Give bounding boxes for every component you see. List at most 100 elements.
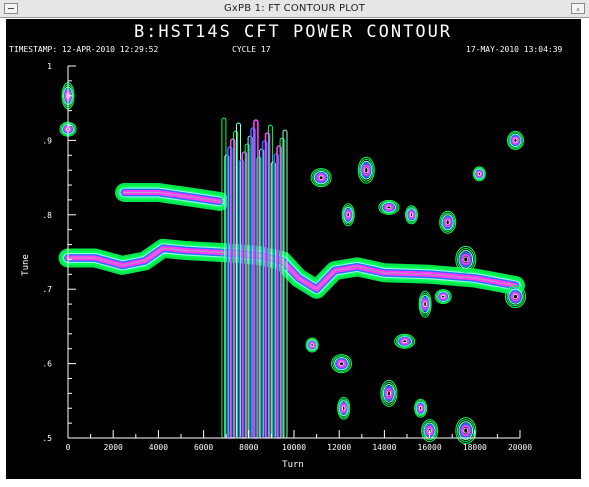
- peak-contour: [441, 294, 446, 299]
- peak-contour: [409, 212, 414, 217]
- x-tick-label: 6000: [194, 443, 213, 452]
- contour-plot: B:HST14S CFT POWER CONTOUR TIMESTAMP: 12…: [9, 22, 563, 470]
- cycle-label: CYCLE 17: [232, 45, 271, 54]
- peak-contour: [313, 170, 329, 185]
- window-maximize-button[interactable]: ▵: [571, 3, 585, 14]
- peak-contour: [406, 208, 417, 222]
- peak-contour: [341, 203, 355, 227]
- peak-contour: [338, 398, 350, 418]
- peak-contour: [305, 337, 319, 353]
- peak-contour: [398, 336, 411, 346]
- peak-contour: [342, 405, 346, 411]
- peak-contour: [336, 359, 347, 368]
- peak-contour: [360, 160, 373, 180]
- peak-contour: [342, 205, 354, 225]
- peak-contour: [415, 400, 427, 417]
- peak-contour: [455, 245, 477, 273]
- peak-contour: [331, 354, 352, 374]
- peak-contour: [459, 251, 472, 268]
- peak-contour: [400, 337, 410, 345]
- peak-contour: [459, 422, 472, 439]
- peak-contour: [508, 132, 523, 149]
- peak-contour: [394, 333, 416, 349]
- peak-contour: [422, 420, 437, 441]
- peak-contour: [509, 289, 522, 304]
- maximize-icon: ▵: [575, 4, 581, 13]
- peak-contour: [362, 164, 371, 176]
- y-tick-label: .6: [42, 360, 52, 369]
- peak-contour: [402, 339, 408, 344]
- peak-contour: [310, 343, 314, 347]
- peak-contour: [310, 168, 332, 188]
- peak-contour: [463, 256, 469, 263]
- peak-contour: [434, 289, 452, 305]
- peak-contour: [339, 361, 344, 366]
- peak-contour: [364, 167, 369, 174]
- peak-contour: [440, 212, 455, 232]
- peak-contour: [307, 339, 317, 351]
- y-tick-label: .8: [42, 211, 52, 220]
- plot-title: B:HST14S CFT POWER CONTOUR: [134, 22, 452, 42]
- x-axis-label: Turn: [282, 460, 304, 470]
- peak-contour: [383, 385, 394, 402]
- peak-contour: [421, 419, 439, 443]
- peak-contour: [339, 400, 349, 417]
- peak-contour: [420, 294, 430, 314]
- peak-contour: [346, 212, 350, 218]
- peak-contour: [316, 173, 326, 182]
- peak-contour: [443, 217, 452, 228]
- peak-contour: [456, 248, 475, 271]
- peak-contour: [314, 172, 328, 184]
- peak-contour: [334, 356, 349, 371]
- contour-layer: [58, 82, 526, 445]
- peak-contour: [456, 419, 475, 443]
- peak-contour: [476, 170, 483, 178]
- peak-contour: [385, 387, 393, 400]
- peak-contour: [458, 250, 474, 269]
- plot-axes: 0 2000 4000 6000 8000 10000 12000 14000 16000 180…: [42, 62, 532, 452]
- peak-contour: [445, 219, 450, 225]
- peak-contour: [312, 169, 331, 186]
- peak-contour: [418, 406, 423, 411]
- peak-contour: [337, 396, 351, 420]
- peak-contour: [442, 215, 453, 229]
- peak-contour: [439, 293, 448, 301]
- window-menu-button[interactable]: [4, 3, 18, 14]
- plot-canvas: B:HST14S CFT POWER CONTOUR TIMESTAMP: 12…: [6, 19, 581, 479]
- peak-contour: [473, 167, 485, 181]
- peak-contour: [306, 338, 318, 352]
- peak-contour: [474, 168, 484, 180]
- peak-contour: [335, 357, 348, 370]
- peak-contour: [421, 298, 429, 310]
- peak-contour: [382, 202, 395, 212]
- peak-contour: [510, 291, 521, 302]
- peak-contour: [438, 292, 449, 302]
- window-titlebar[interactable]: GxPB 1: FT CONTOUR PLOT ▵: [0, 0, 589, 18]
- peak-contour: [437, 291, 450, 302]
- peak-contour: [505, 285, 526, 309]
- peak-contour: [477, 172, 481, 176]
- x-tick-label: 8000: [239, 443, 258, 452]
- peak-contour: [308, 341, 316, 349]
- x-tick-label: 14000: [372, 443, 396, 452]
- peak-contour: [463, 427, 469, 434]
- peak-contour: [461, 253, 471, 266]
- peak-contour: [382, 384, 395, 403]
- peak-contour: [513, 293, 518, 300]
- peak-contour: [318, 175, 324, 180]
- peak-contour: [380, 379, 398, 407]
- peak-contour: [436, 290, 451, 304]
- peak-contour: [508, 288, 523, 305]
- y-tick-label: .7: [42, 285, 52, 294]
- peak-contour: [507, 130, 524, 150]
- peak-contour: [357, 156, 375, 184]
- peak-contour: [461, 424, 471, 437]
- peak-contour: [408, 210, 415, 220]
- peak-contour: [414, 398, 428, 418]
- peak-contour: [381, 382, 397, 405]
- y-tick-label: .5: [42, 434, 52, 443]
- peak-contour: [472, 166, 486, 182]
- x-tick-label: 16000: [418, 443, 442, 452]
- peak-contour: [415, 401, 426, 415]
